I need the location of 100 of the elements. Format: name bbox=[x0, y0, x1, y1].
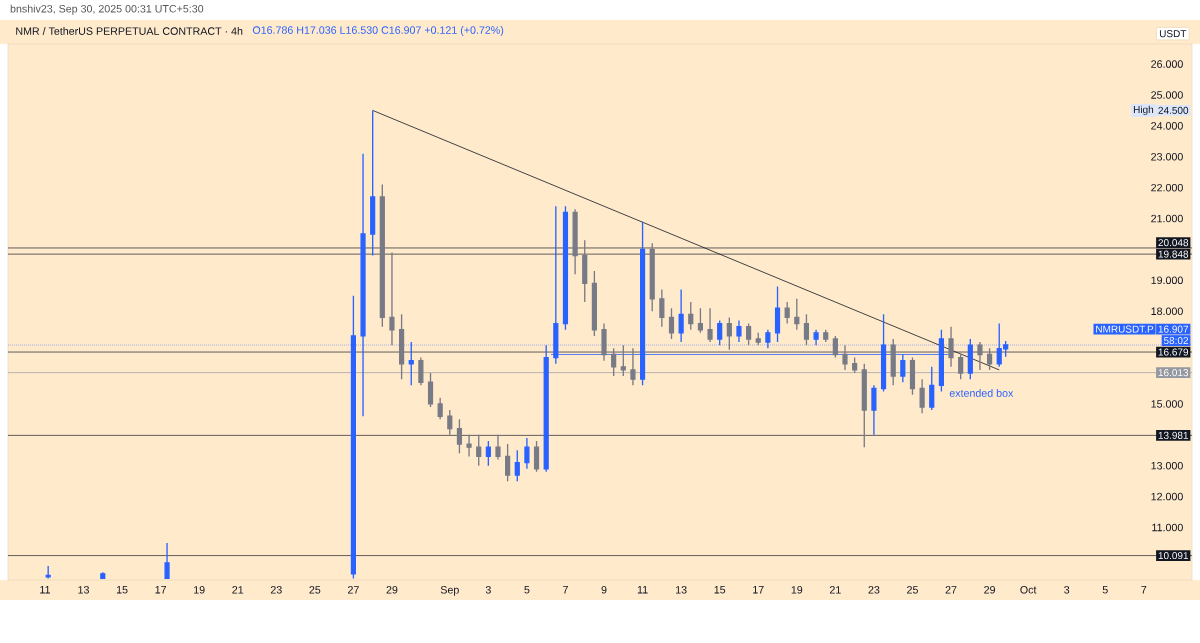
ref-line-label: 13.981 bbox=[1158, 431, 1189, 439]
candlestick bbox=[803, 313, 810, 346]
candlestick bbox=[437, 397, 443, 421]
y-tick-label: 26.000 bbox=[1151, 60, 1183, 68]
x-tick-label: 7 bbox=[1141, 586, 1147, 594]
y-tick-label: 25.000 bbox=[1151, 91, 1183, 99]
x-tick-label: Sep bbox=[440, 586, 459, 596]
candlestick bbox=[524, 437, 530, 470]
x-tick-label: 3 bbox=[1064, 586, 1070, 594]
x-tick-label: 17 bbox=[155, 586, 167, 594]
candlestick bbox=[986, 347, 993, 371]
candlestick bbox=[678, 288, 684, 343]
candlestick bbox=[697, 307, 704, 334]
ref-line-label: 19.848 bbox=[1158, 250, 1189, 258]
x-tick-label: 5 bbox=[524, 586, 530, 594]
chart-subtitle: O16.786 H17.036 L16.530 C16.907 +0.121 (+0.72%) bbox=[252, 26, 504, 36]
annotation: 24.500 bbox=[1158, 106, 1189, 114]
x-tick-label: 9 bbox=[601, 586, 607, 594]
candlestick bbox=[707, 307, 713, 343]
candlestick bbox=[736, 319, 742, 343]
candlestick bbox=[630, 347, 636, 387]
candlestick bbox=[100, 571, 106, 580]
candlestick bbox=[611, 347, 617, 377]
ref-line-label: 10.091 bbox=[1158, 552, 1189, 560]
annotation: extended box bbox=[949, 389, 1014, 397]
candlestick bbox=[370, 109, 376, 257]
text: bnshiv23, Sep 30, 2025 00:31 UTC+5:30 bbox=[10, 4, 204, 15]
candlestick bbox=[164, 542, 170, 580]
candlestick bbox=[427, 372, 434, 408]
candlestick bbox=[495, 434, 501, 461]
x-tick-label: 25 bbox=[309, 586, 321, 594]
candlestick bbox=[948, 326, 954, 368]
candlestick bbox=[485, 440, 491, 467]
candlestick bbox=[572, 208, 578, 275]
y-tick-label: 24.000 bbox=[1151, 122, 1183, 130]
annotation: 58:02 bbox=[1163, 337, 1189, 345]
x-tick-label: 29 bbox=[386, 586, 398, 594]
x-tick-label: 27 bbox=[945, 586, 957, 594]
y-tick-label: 22.000 bbox=[1151, 183, 1183, 192]
candlestick bbox=[45, 565, 51, 580]
y-tick-label: 13.000 bbox=[1151, 461, 1183, 470]
y-tick-label: 21.000 bbox=[1151, 214, 1183, 223]
x-tick-label: 11 bbox=[40, 586, 50, 594]
x-tick-label: 7 bbox=[563, 586, 568, 594]
x-tick-label: 21 bbox=[829, 586, 841, 594]
candlestick bbox=[601, 322, 607, 362]
candlestick bbox=[958, 353, 964, 380]
ref-line-label: 20.048 bbox=[1158, 239, 1189, 247]
candlestick bbox=[746, 322, 752, 346]
y-tick-label: 19.000 bbox=[1151, 276, 1183, 285]
candlestick bbox=[418, 356, 424, 387]
y-tick-label: 18.000 bbox=[1151, 307, 1183, 315]
candlestick bbox=[774, 285, 781, 343]
x-tick-label: 13 bbox=[676, 586, 687, 594]
annotation: High bbox=[1133, 105, 1154, 116]
x-tick-label: 11 bbox=[637, 586, 648, 594]
y-tick-label: 15.000 bbox=[1151, 400, 1183, 408]
candlestick bbox=[784, 301, 790, 325]
candlestick bbox=[505, 443, 511, 482]
y-tick-label: 12.000 bbox=[1151, 492, 1183, 501]
candlestick bbox=[447, 409, 453, 436]
x-tick-label: 19 bbox=[791, 586, 803, 594]
annotation: 16.907 bbox=[1158, 325, 1189, 333]
candlestick bbox=[408, 341, 414, 387]
candlestick bbox=[389, 251, 395, 346]
y-tick-label: 11.000 bbox=[1152, 523, 1183, 532]
x-tick-label: 23 bbox=[270, 586, 282, 594]
x-tick-label: 15 bbox=[714, 586, 726, 594]
chart-title: NMR / TetherUS PERPETUAL CONTRACT · 4h bbox=[16, 27, 243, 35]
candlestick bbox=[832, 335, 838, 359]
candlestick bbox=[861, 363, 867, 448]
x-tick-label: 17 bbox=[753, 586, 764, 594]
candlestick bbox=[823, 329, 829, 343]
x-tick-label: 21 bbox=[232, 586, 244, 594]
x-tick-label: 25 bbox=[907, 586, 918, 594]
x-tick-label: 29 bbox=[984, 586, 995, 594]
candlestick bbox=[659, 288, 665, 328]
candlestick bbox=[476, 434, 482, 467]
candlestick bbox=[852, 356, 858, 374]
candlestick bbox=[842, 344, 848, 371]
candlestick bbox=[668, 307, 675, 340]
x-tick-label: 19 bbox=[194, 586, 205, 594]
candlestick bbox=[399, 313, 405, 380]
ref-line-label: 16.679 bbox=[1158, 348, 1189, 356]
y-tick-label: 23.000 bbox=[1151, 152, 1183, 161]
candlestick bbox=[929, 366, 935, 411]
candlestick bbox=[977, 341, 983, 371]
x-tick-label: 27 bbox=[348, 586, 359, 594]
candlestick bbox=[871, 384, 877, 436]
x-tick-label: Oct bbox=[1020, 586, 1037, 594]
x-tick-label: 13 bbox=[78, 586, 89, 594]
candlestick bbox=[620, 344, 626, 377]
ref-line-label: 16.013 bbox=[1158, 369, 1189, 377]
candlestick bbox=[919, 378, 925, 414]
ref-line-label: NMRUSDT.P bbox=[1096, 325, 1154, 333]
y-axis-title: USDT bbox=[1159, 30, 1187, 38]
x-tick-label: 15 bbox=[116, 586, 128, 594]
candlestick bbox=[794, 298, 800, 331]
candlestick bbox=[514, 449, 520, 482]
x-tick-label: 3 bbox=[485, 586, 491, 594]
